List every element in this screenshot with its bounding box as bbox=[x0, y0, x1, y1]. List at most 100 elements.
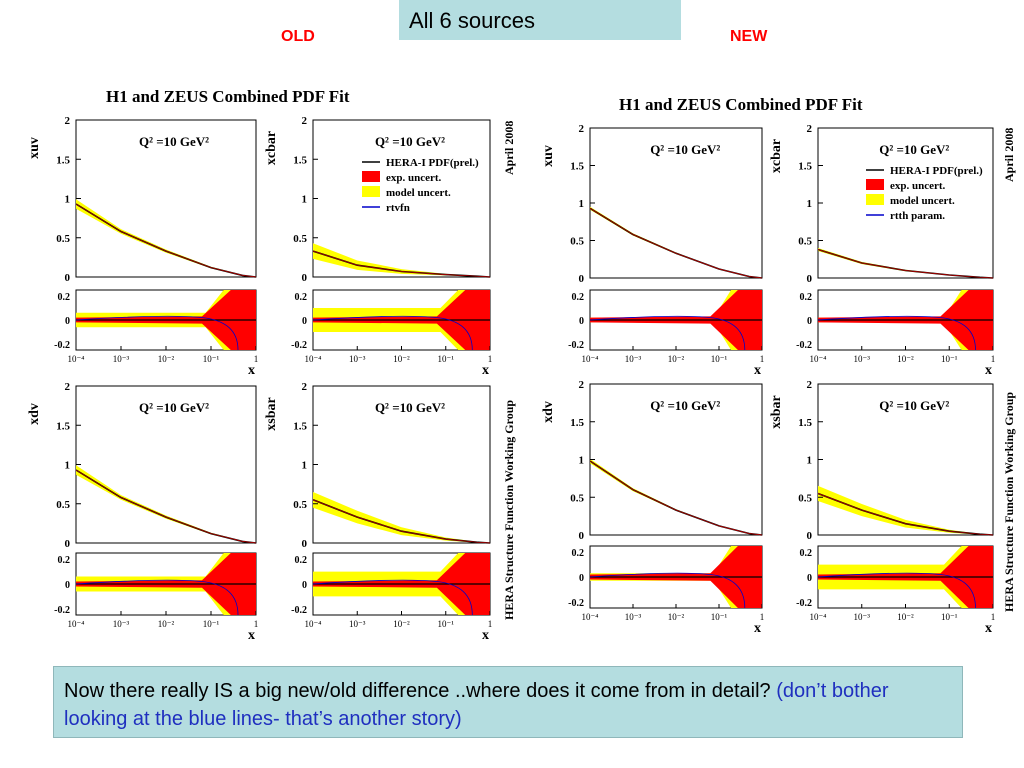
banner-title: All 6 sources bbox=[399, 0, 681, 40]
y-tick-label: 1 bbox=[302, 194, 308, 206]
ratio-y-tick: 0.2 bbox=[572, 292, 585, 303]
ratio-y-tick: -0.2 bbox=[568, 598, 584, 609]
model-uncert-band bbox=[818, 485, 993, 535]
y-tick-label: 0.5 bbox=[570, 236, 584, 248]
x-tick-label: 10⁻¹ bbox=[711, 354, 728, 364]
x-tick-label: 1 bbox=[254, 354, 259, 364]
ratio-y-tick: 0 bbox=[807, 573, 812, 584]
x-tick-label: 1 bbox=[760, 612, 765, 622]
y-tick-label: 0 bbox=[807, 273, 813, 285]
y-tick-label: 2 bbox=[807, 123, 813, 135]
y-axis-label: xdv bbox=[541, 401, 556, 423]
main-panel-frame bbox=[817, 127, 994, 279]
exp-uncert-line bbox=[312, 499, 491, 544]
y-tick-label: 1 bbox=[302, 460, 308, 472]
y-tick-label: 0 bbox=[302, 538, 308, 550]
y-axis-label: xuv bbox=[541, 145, 556, 167]
main-panel-frame bbox=[312, 119, 491, 278]
x-tick-label: 10⁻² bbox=[897, 354, 914, 364]
ratio-y-tick: 0.2 bbox=[572, 548, 585, 559]
y-tick-label: 1 bbox=[807, 198, 813, 210]
ratio-y-tick: -0.2 bbox=[568, 340, 584, 351]
y-tick-label: 2 bbox=[579, 379, 585, 391]
ratio-y-tick: 0.2 bbox=[295, 555, 308, 566]
y-tick-label: 1 bbox=[65, 460, 71, 472]
legend-swatch bbox=[866, 179, 884, 190]
note-aside: (don’t bother looking at the blue lines-… bbox=[64, 680, 889, 730]
ratio-y-tick: -0.2 bbox=[796, 598, 812, 609]
y-tick-label: 1 bbox=[65, 194, 71, 206]
y-tick-label: 0 bbox=[807, 530, 813, 542]
x-tick-label: 10⁻⁴ bbox=[68, 619, 85, 629]
y-axis-label: xdv bbox=[27, 403, 42, 425]
legend-swatch bbox=[362, 186, 380, 197]
x-tick-label: 10⁻¹ bbox=[438, 619, 455, 629]
x-tick-label: 10⁻³ bbox=[625, 354, 642, 364]
ratio-y-tick: -0.2 bbox=[796, 340, 812, 351]
ratio-y-tick: 0 bbox=[579, 316, 584, 327]
x-tick-label: 1 bbox=[760, 354, 765, 364]
legend-swatch bbox=[362, 171, 380, 182]
q2-label: Q² =10 GeV² bbox=[375, 134, 445, 149]
legend-label: rtvfn bbox=[386, 202, 410, 214]
x-tick-label: 10⁻⁴ bbox=[582, 354, 599, 364]
y-tick-label: 2 bbox=[807, 379, 813, 391]
exp-uncert-line bbox=[817, 249, 994, 279]
q2-label: Q² =10 GeV² bbox=[879, 398, 949, 413]
ratio-y-tick: -0.2 bbox=[54, 340, 70, 351]
exp-uncert-line bbox=[589, 460, 763, 536]
ratio-y-tick: -0.2 bbox=[291, 340, 307, 351]
ratio-y-tick: 0 bbox=[302, 580, 307, 591]
ratio-alt-line bbox=[312, 579, 473, 616]
y-tick-label: 0.5 bbox=[293, 499, 307, 511]
x-tick-label: 10⁻² bbox=[393, 619, 410, 629]
y-tick-label: 2 bbox=[302, 381, 308, 393]
new-figure-title: H1 and ZEUS Combined PDF Fit bbox=[619, 95, 863, 114]
y-tick-label: 1.5 bbox=[293, 154, 307, 166]
ratio-y-tick: 0 bbox=[65, 580, 70, 591]
ratio-alt-line bbox=[817, 315, 976, 351]
ratio-y-tick: 0.2 bbox=[58, 555, 71, 566]
ratio-y-tick: 0 bbox=[579, 573, 584, 584]
note-box: Now there really IS a big new/old differ… bbox=[53, 666, 963, 738]
ratio-y-tick: 0.2 bbox=[295, 292, 308, 303]
exp-uncert-line bbox=[589, 208, 763, 279]
x-tick-label: 10⁻⁴ bbox=[305, 619, 322, 629]
note-text: Now there really IS a big new/old differ… bbox=[64, 680, 771, 702]
q2-label: Q² =10 GeV² bbox=[650, 398, 720, 413]
q2-label: Q² =10 GeV² bbox=[139, 134, 209, 149]
old-label: OLD bbox=[281, 28, 315, 45]
y-tick-label: 1 bbox=[579, 455, 585, 467]
x-tick-label: 1 bbox=[991, 612, 996, 622]
x-tick-label: 10⁻² bbox=[897, 612, 914, 622]
y-tick-label: 2 bbox=[65, 115, 71, 127]
x-tick-label: 10⁻³ bbox=[113, 354, 130, 364]
ratio-y-tick: 0.2 bbox=[800, 292, 813, 303]
x-tick-label: 10⁻¹ bbox=[203, 354, 220, 364]
ratio-y-tick: 0 bbox=[807, 316, 812, 327]
y-tick-label: 2 bbox=[579, 123, 585, 135]
exp-uncert-line bbox=[75, 469, 257, 544]
q2-label: Q² =10 GeV² bbox=[650, 142, 720, 157]
x-tick-label: 10⁻⁴ bbox=[582, 612, 599, 622]
q2-label: Q² =10 GeV² bbox=[375, 400, 445, 415]
y-axis-label: xuv bbox=[27, 137, 42, 159]
y-tick-label: 0 bbox=[579, 530, 585, 542]
x-tick-label: 10⁻⁴ bbox=[305, 354, 322, 364]
legend-label: rtth param. bbox=[890, 210, 945, 222]
x-tick-label: 10⁻¹ bbox=[203, 619, 220, 629]
x-tick-label: 10⁻² bbox=[668, 354, 685, 364]
y-tick-label: 0.5 bbox=[56, 233, 70, 245]
x-axis-label: x bbox=[985, 621, 992, 636]
y-tick-label: 1.5 bbox=[56, 154, 70, 166]
ratio-y-tick: 0 bbox=[302, 316, 307, 327]
new-label: NEW bbox=[730, 28, 768, 45]
y-tick-label: 0 bbox=[302, 272, 308, 284]
x-tick-label: 1 bbox=[488, 619, 493, 629]
x-axis-label: x bbox=[482, 628, 489, 643]
q2-label: Q² =10 GeV² bbox=[879, 142, 949, 157]
x-axis-label: x bbox=[754, 621, 761, 636]
legend-label: HERA-I PDF(prel.) bbox=[890, 165, 983, 177]
x-axis-label: x bbox=[482, 363, 489, 378]
x-tick-label: 10⁻³ bbox=[625, 612, 642, 622]
